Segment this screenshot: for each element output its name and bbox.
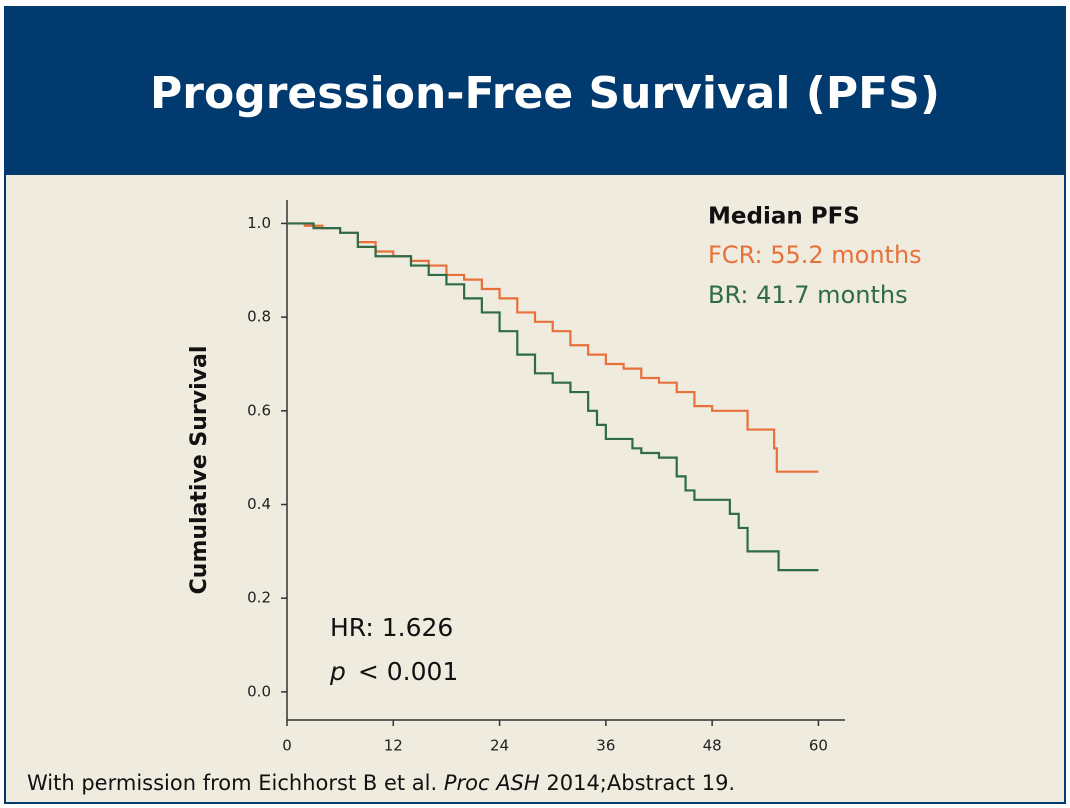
y-tick-label: 0.2 bbox=[247, 589, 271, 607]
survival-curve bbox=[287, 222, 819, 572]
x-tick-label: 0 bbox=[282, 737, 292, 755]
slide-title: Progression-Free Survival (PFS) bbox=[150, 68, 940, 119]
y-tick-label: 1.0 bbox=[247, 214, 271, 232]
legend-entry: BR: 41.7 months bbox=[708, 281, 908, 309]
p-text: < 0.001 bbox=[358, 657, 458, 686]
legend-entry: FCR: 55.2 months bbox=[708, 241, 922, 269]
x-tick-label: 48 bbox=[703, 737, 722, 755]
y-tick-label: 0.8 bbox=[247, 308, 271, 326]
p-annotation: p < 0.001 bbox=[329, 657, 458, 686]
p-symbol: p bbox=[329, 657, 346, 686]
y-tick-label: 0.6 bbox=[247, 401, 271, 419]
header bbox=[5, 7, 1065, 175]
footer-text: With permission from Eichhorst B et al. bbox=[27, 771, 444, 795]
legend-title: Median PFS bbox=[708, 204, 860, 230]
footer: With permission from Eichhorst B et al. … bbox=[27, 771, 735, 795]
x-tick-label: 36 bbox=[596, 737, 615, 755]
footer-text: 2014;Abstract 19. bbox=[540, 771, 735, 795]
x-tick-label: 60 bbox=[809, 737, 828, 755]
y-tick-label: 0.0 bbox=[247, 682, 271, 700]
footer-journal: Proc ASH bbox=[444, 771, 540, 795]
y-axis-label: Cumulative Survival bbox=[187, 346, 212, 595]
x-tick-label: 12 bbox=[384, 737, 403, 755]
hr-annotation: HR: 1.626 bbox=[330, 613, 453, 642]
x-tick-label: 24 bbox=[490, 737, 509, 755]
y-tick-label: 0.4 bbox=[247, 495, 271, 513]
